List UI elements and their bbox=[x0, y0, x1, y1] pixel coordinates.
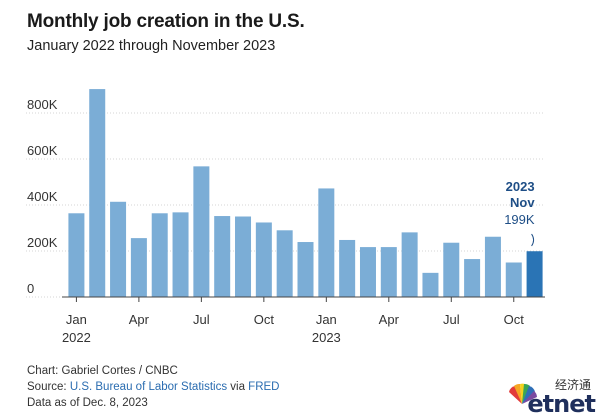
bar bbox=[130, 238, 147, 297]
y-tick-label: 600K bbox=[27, 143, 58, 158]
data-date-line: Data as of Dec. 8, 2023 bbox=[27, 397, 148, 409]
bar bbox=[172, 212, 189, 297]
annotation-month: Nov bbox=[510, 195, 535, 210]
bar bbox=[380, 247, 397, 297]
annotation-value: 199K bbox=[504, 212, 535, 227]
x-tick-label: Apr bbox=[129, 312, 150, 327]
x-tick-label: Oct bbox=[254, 312, 275, 327]
bar bbox=[193, 166, 210, 297]
x-tick-label: Jan bbox=[66, 312, 87, 327]
x-tick-label: Jan bbox=[316, 312, 337, 327]
source-prefix: Source: bbox=[27, 381, 70, 393]
bar bbox=[89, 89, 106, 297]
bar bbox=[318, 188, 335, 297]
bar bbox=[255, 222, 272, 297]
bar bbox=[526, 251, 543, 297]
source-line: Source: U.S. Bureau of Labor Statistics … bbox=[27, 379, 279, 395]
bar bbox=[68, 213, 85, 297]
x-tick-label: Oct bbox=[504, 312, 525, 327]
y-tick-label: 200K bbox=[27, 235, 58, 250]
x-tick-label: Jul bbox=[443, 312, 460, 327]
bar bbox=[276, 230, 293, 297]
bar bbox=[110, 201, 127, 297]
bar bbox=[297, 242, 314, 297]
logo-cjk-text: 经济通 bbox=[554, 378, 591, 392]
watermark-logo: 经济通 etnet bbox=[503, 376, 599, 418]
y-tick-label: 0 bbox=[27, 281, 34, 296]
bar bbox=[214, 216, 231, 297]
source-link-bls[interactable]: U.S. Bureau of Labor Statistics bbox=[69, 381, 228, 393]
x-tick-year-label: 2022 bbox=[62, 330, 91, 345]
bar bbox=[422, 272, 439, 297]
bar bbox=[484, 236, 501, 297]
chart-footer: Chart: Gabriel Cortes / CNBC Source: U.S… bbox=[27, 363, 279, 411]
bar bbox=[401, 232, 418, 297]
bar bbox=[235, 216, 252, 297]
credit-line: Chart: Gabriel Cortes / CNBC bbox=[27, 365, 178, 377]
bar bbox=[359, 247, 376, 297]
logo-wordmark: etnet bbox=[527, 390, 596, 418]
chart-title: Monthly job creation in the U.S. bbox=[27, 11, 305, 32]
x-tick-label: Apr bbox=[379, 312, 400, 327]
x-tick-year-label: 2023 bbox=[312, 330, 341, 345]
x-tick-label: Jul bbox=[193, 312, 210, 327]
annotation-year: 2023 bbox=[506, 179, 535, 194]
bar bbox=[151, 213, 168, 297]
y-tick-label: 800K bbox=[27, 97, 58, 112]
peacock-icon bbox=[509, 383, 537, 404]
bar bbox=[505, 262, 522, 297]
bar-chart: 0 200K 400K 600K 800K Jan 2022 Apr Jul Oct Jan 2023… bbox=[26, 89, 545, 345]
bar bbox=[464, 259, 481, 297]
bar bbox=[443, 242, 460, 297]
y-tick-label: 400K bbox=[27, 189, 58, 204]
bar bbox=[339, 239, 356, 297]
annotation-connector bbox=[531, 233, 535, 247]
source-via: via bbox=[227, 381, 249, 393]
chart-subtitle: January 2022 through November 2023 bbox=[27, 38, 276, 54]
source-link-fred[interactable]: FRED bbox=[248, 381, 280, 393]
